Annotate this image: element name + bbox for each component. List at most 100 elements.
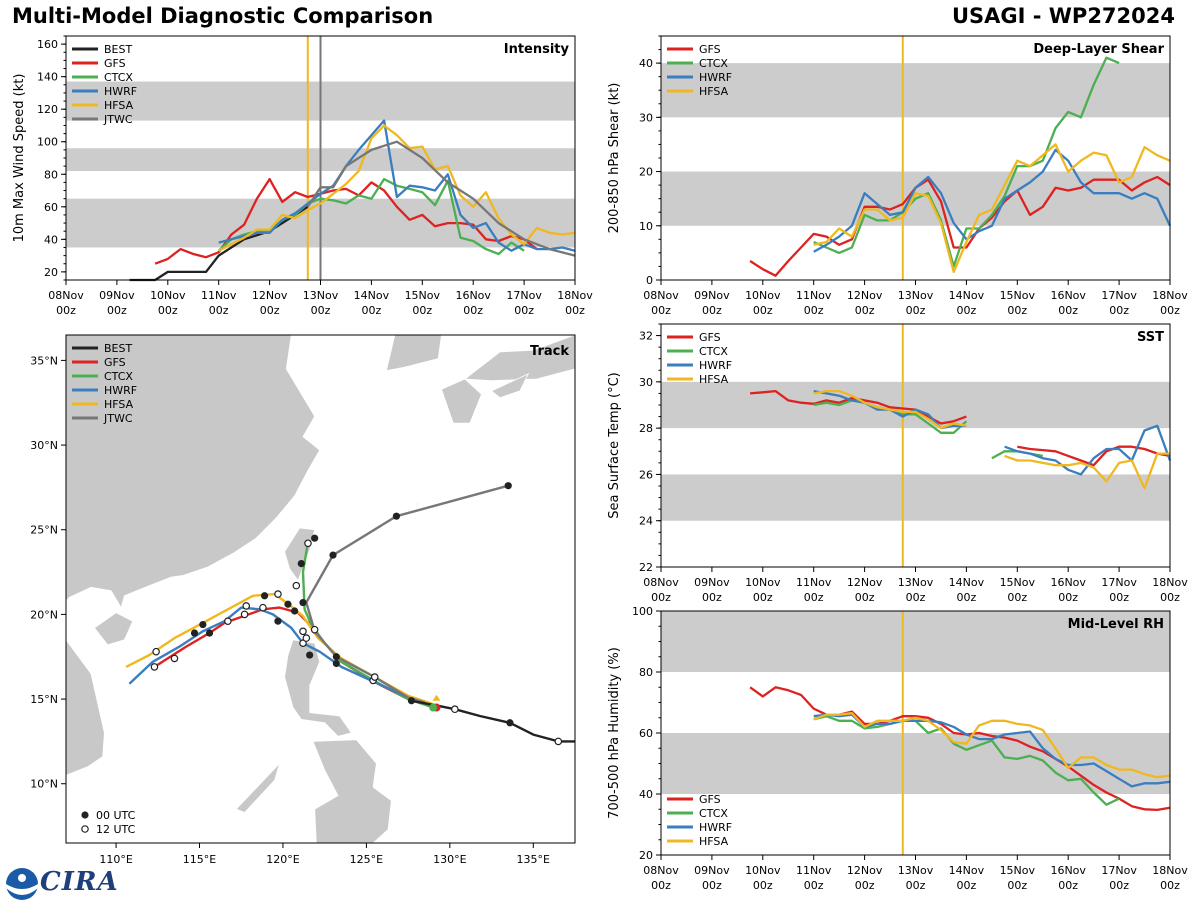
- intensity-xtick-label: 09Nov: [99, 289, 135, 302]
- shear-band: [661, 63, 1170, 118]
- rh-title: Mid-Level RH: [1068, 617, 1164, 632]
- track-marker-12utc: [554, 737, 563, 746]
- sst-xtick-label: 00z: [1160, 591, 1180, 604]
- track-ytick-label: 20°N: [30, 608, 58, 621]
- rh-xtick-label: 10Nov: [745, 864, 781, 877]
- noaa-logo-icon: [6, 868, 38, 900]
- intensity-xtick-label: 10Nov: [150, 289, 186, 302]
- track-marker-12utc: [150, 663, 159, 671]
- shear-xtick-label: 09Nov: [694, 289, 730, 302]
- rh-legend-label: HFSA: [699, 835, 729, 848]
- shear-xtick-label: 14Nov: [949, 289, 985, 302]
- shear-xtick-label: 00z: [804, 304, 824, 317]
- track-marker-00utc: [205, 629, 214, 637]
- rh-ytick-label: 100: [632, 605, 653, 618]
- intensity-panel: [61, 35, 576, 285]
- sst-xtick-label: 13Nov: [898, 576, 934, 589]
- intensity-xtick-label: 14Nov: [354, 289, 390, 302]
- sst-series-gfs: [1017, 445, 1171, 467]
- intensity-xtick-label: 00z: [107, 304, 127, 317]
- land-vietnam: [66, 639, 105, 776]
- sst-legend-label: CTCX: [699, 345, 728, 358]
- sst-xtick-label: 00z: [1109, 591, 1129, 604]
- intensity-xtick-label: 00z: [463, 304, 483, 317]
- rh-ytick-label: 20: [639, 849, 653, 862]
- rh-legend-label: CTCX: [699, 807, 728, 820]
- sst-legend-label: HWRF: [699, 359, 732, 372]
- track-legend-label: HFSA: [104, 398, 134, 411]
- sst-xtick-label: 00z: [1058, 591, 1078, 604]
- land-okinawa: [411, 497, 422, 512]
- sst-xtick-label: 18Nov: [1152, 576, 1188, 589]
- track-best: [411, 699, 575, 743]
- sst-xtick-label: 17Nov: [1101, 576, 1137, 589]
- track-marker-12utc: [242, 602, 251, 610]
- intensity-ytick-label: 140: [37, 71, 58, 84]
- intensity-xtick-label: 12Nov: [252, 289, 288, 302]
- shear-xtick-label: 00z: [957, 304, 977, 317]
- land-china: [66, 335, 321, 609]
- intensity-xtick-label: 08Nov: [48, 289, 84, 302]
- sst-xtick-label: 00z: [957, 591, 977, 604]
- track-title: Track: [530, 344, 569, 359]
- shear-xtick-label: 11Nov: [796, 289, 832, 302]
- intensity-series-gfs: [154, 177, 538, 265]
- track-marker-00utc: [190, 629, 199, 637]
- shear-xtick-label: 10Nov: [745, 289, 781, 302]
- sst-xtick-label: 00z: [651, 591, 671, 604]
- sst-panel: [656, 323, 1172, 572]
- track-marker-12utc: [274, 590, 282, 598]
- intensity-ytick-label: 120: [37, 103, 58, 116]
- shear-xtick-label: 00z: [1007, 304, 1027, 317]
- intensity-ytick-label: 160: [37, 38, 58, 51]
- rh-ytick-label: 80: [639, 666, 653, 679]
- track-marker-00utc: [332, 653, 340, 661]
- intensity-ytick-label: 60: [44, 201, 58, 214]
- track-legend-label: HWRF: [104, 384, 137, 397]
- track-xtick-label: 135°E: [517, 853, 550, 866]
- rh-xtick-label: 18Nov: [1152, 864, 1188, 877]
- rh-xtick-label: 17Nov: [1101, 864, 1137, 877]
- track-marker-12utc: [170, 654, 179, 663]
- rh-xtick-label: 00z: [1058, 879, 1078, 892]
- track-legend-marker-label: 00 UTC: [96, 809, 136, 822]
- shear-xtick-label: 00z: [906, 304, 926, 317]
- track-legend-label: BEST: [104, 342, 132, 355]
- intensity-legend-label: CTCX: [104, 71, 133, 84]
- track-legend-marker-00: [81, 811, 89, 819]
- track-marker-12utc: [240, 610, 249, 619]
- sst-series-hfsa: [1004, 452, 1170, 490]
- sst-series-hfsa: [813, 389, 967, 430]
- track-marker-12utc: [292, 581, 301, 590]
- shear-series-hfsa: [813, 143, 1171, 274]
- track-legend-label: CTCX: [104, 370, 133, 383]
- track-ytick-label: 15°N: [30, 693, 58, 706]
- shear-xtick-label: 00z: [1109, 304, 1129, 317]
- land-korea: [385, 335, 442, 372]
- cira-logo: CIRA: [40, 867, 119, 897]
- track-marker-12utc: [224, 617, 232, 625]
- rh-ytick-label: 40: [639, 788, 653, 801]
- intensity-ytick-label: 80: [44, 168, 58, 181]
- sst-xtick-label: 14Nov: [949, 576, 985, 589]
- intensity-xtick-label: 15Nov: [405, 289, 441, 302]
- sst-xtick-label: 00z: [906, 591, 926, 604]
- track-marker-12utc: [304, 539, 312, 548]
- rh-ytick-label: 60: [639, 727, 653, 740]
- intensity-xtick-label: 00z: [565, 304, 585, 317]
- intensity-series-jtwc: [306, 140, 576, 257]
- sst-frame: [660, 323, 1171, 568]
- shear-xtick-label: 18Nov: [1152, 289, 1188, 302]
- sst-xtick-label: 11Nov: [796, 576, 832, 589]
- rh-panel: [656, 610, 1171, 860]
- shear-xtick-label: 00z: [702, 304, 722, 317]
- rh-series-ctcx: [813, 715, 1120, 806]
- intensity-legend-label: BEST: [104, 43, 132, 56]
- intensity-title: Intensity: [504, 42, 570, 57]
- track-legend-marker-label: 12 UTC: [96, 823, 136, 836]
- shear-xtick-label: 12Nov: [847, 289, 883, 302]
- track-marker-00utc: [260, 592, 269, 600]
- shear-xtick-label: 00z: [855, 304, 875, 317]
- shear-ytick-label: 40: [639, 57, 653, 70]
- rh-band: [661, 611, 1170, 672]
